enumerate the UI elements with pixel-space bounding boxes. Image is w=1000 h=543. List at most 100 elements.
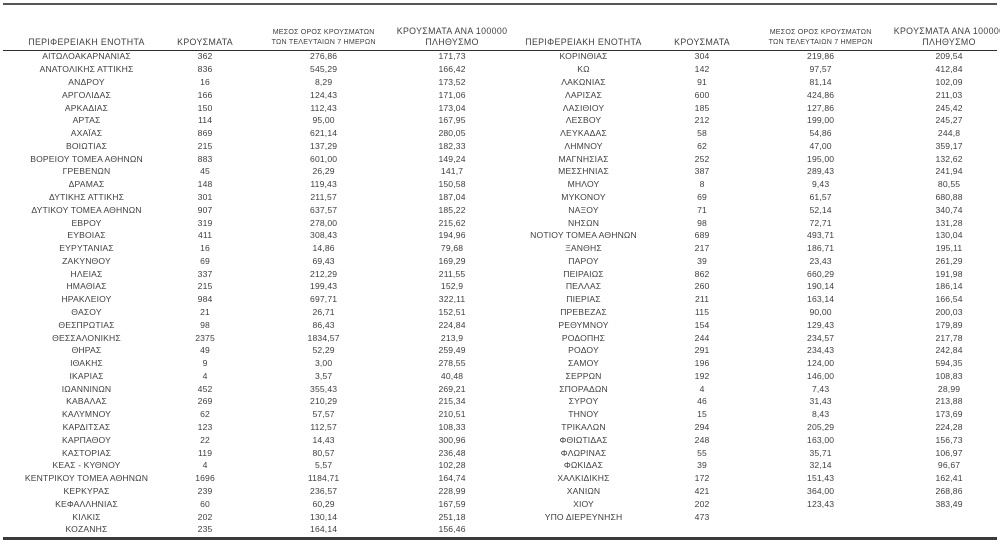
region-cell: ΛΕΥΚΑΔΑΣ [560, 128, 607, 139]
avg7-cell: 164,14 [310, 524, 338, 535]
cases-cell: 98 [200, 319, 210, 330]
cases-cell: 304 [694, 51, 710, 62]
cases-cell: 172 [694, 473, 710, 484]
table-row: ΧΑΝΙΩΝ 421 364,00 268,86 [502, 485, 996, 498]
table-row: ΠΕΛΛΑΣ 260 190,14 186,14 [502, 280, 996, 293]
table-row: ΛΑΚΩΝΙΑΣ 91 81,14 102,09 [502, 76, 996, 89]
per100k-cell: 200,03 [935, 307, 963, 318]
region-cell: ΦΛΩΡΙΝΑΣ [560, 447, 607, 458]
table-row: ΛΕΣΒΟΥ 212 199,00 245,27 [502, 114, 996, 127]
header-cases: ΚΡΟΥΣΜΑΤΑ [665, 0, 739, 50]
avg7-cell: 199,43 [310, 281, 338, 292]
per100k-cell: 236,48 [438, 447, 466, 458]
region-cell: ΚΟΖΑΝΗΣ [65, 524, 108, 535]
avg7-cell: 9,43 [811, 179, 830, 190]
cases-cell: 150 [197, 102, 213, 113]
table-row: ΦΘΙΩΤΙΔΑΣ 248 163,00 156,73 [502, 433, 996, 446]
avg7-cell: 26,71 [312, 307, 335, 318]
table-row: ΣΑΜΟΥ 196 124,00 594,35 [502, 357, 996, 370]
cases-cell: 211 [694, 294, 710, 305]
table-row: ΚΕΦΑΛΛΗΝΙΑΣ 60 60,29 167,59 [5, 497, 499, 510]
region-cell: ΣΕΡΡΩΝ [565, 370, 602, 381]
table-row: ΗΡΑΚΛΕΙΟΥ 984 697,71 322,11 [5, 293, 499, 306]
region-cell: ΝΟΤΙΟΥ ΤΟΜΕΑ ΑΘΗΝΩΝ [530, 230, 637, 241]
per100k-cell: 322,11 [438, 294, 466, 305]
header-region: ΠΕΡΙΦΕΡΕΙΑΚΗ ΕΝΟΤΗΤΑ [502, 0, 665, 50]
region-cell: ΙΩΑΝΝΙΝΩΝ [61, 383, 112, 394]
avg7-cell: 137,29 [310, 140, 338, 151]
cases-cell: 39 [697, 255, 707, 266]
cases-cell: 4 [699, 383, 705, 394]
per100k-cell: 166,54 [935, 294, 963, 305]
cases-cell: 260 [694, 281, 710, 292]
avg7-cell: 601,00 [310, 153, 338, 164]
region-cell: ΚΕΡΚΥΡΑΣ [63, 485, 110, 496]
region-cell: ΠΑΡΟΥ [568, 255, 599, 266]
top-rule [3, 3, 997, 5]
region-cell: ΘΕΣΠΡΩΤΙΑΣ [58, 319, 115, 330]
per100k-cell: 217,78 [935, 332, 963, 343]
avg7-cell: 52,29 [312, 345, 335, 356]
avg7-cell: 32,14 [809, 460, 832, 471]
table-row: ΣΠΟΡΑΔΩΝ 4 7,43 28,99 [502, 382, 996, 395]
table-row: ΠΑΡΟΥ 39 23,43 261,29 [502, 255, 996, 268]
region-cell: ΚΑΛΥΜΝΟΥ [62, 409, 112, 420]
table-row: ΜΗΛΟΥ 8 9,43 80,55 [502, 178, 996, 191]
avg7-cell: 355,43 [310, 383, 338, 394]
per100k-cell: 132,62 [935, 153, 963, 164]
per100k-cell: 278,55 [438, 358, 466, 369]
table-row: ΥΠΟ ΔΙΕΡΕΥΝΗΣΗ 473 [502, 510, 996, 523]
avg7-cell: 8,43 [811, 409, 830, 420]
table-row: ΑΙΤΩΛΟΑΚΑΡΝΑΝΙΑΣ 362 276,86 171,73 [5, 50, 499, 63]
per100k-cell: 102,28 [438, 460, 466, 471]
table-row: ΜΥΚΟΝΟΥ 69 61,57 680,88 [502, 191, 996, 204]
per100k-cell: 79,68 [440, 243, 464, 254]
table-row: ΜΑΓΝΗΣΙΑΣ 252 195,00 132,62 [502, 152, 996, 165]
cases-cell: 196 [694, 358, 710, 369]
region-cell: ΧΙΟΥ [573, 498, 594, 509]
cases-cell: 60 [200, 498, 210, 509]
header-cases-label: ΚΡΟΥΣΜΑΤΑ [674, 36, 730, 47]
per100k-cell: 130,04 [935, 230, 963, 241]
per100k-cell: 224,84 [438, 319, 466, 330]
header-7day-avg-line1: ΜΕΣΟΣ ΟΡΟΣ ΚΡΟΥΣΜΑΤΩΝ [272, 28, 375, 36]
region-cell: ΠΡΕΒΕΖΑΣ [560, 307, 607, 318]
per100k-cell: 680,88 [935, 191, 963, 202]
per100k-cell: 179,89 [935, 319, 963, 330]
avg7-cell: 289,43 [807, 166, 835, 177]
table-right-half: ΠΕΡΙΦΕΡΕΙΑΚΗ ΕΝΟΤΗΤΑ ΚΡΟΥΣΜΑΤΑ ΜΕΣΟΣ ΟΡΟ… [502, 0, 1000, 537]
cases-cell: 984 [197, 294, 213, 305]
per100k-cell: 251,18 [438, 511, 466, 522]
avg7-cell: 621,14 [310, 128, 338, 139]
region-cell: ΤΡΙΚΑΛΩΝ [561, 422, 606, 433]
cases-cell: 907 [197, 204, 213, 215]
table-header-row: ΠΕΡΙΦΕΡΕΙΑΚΗ ΕΝΟΤΗΤΑ ΚΡΟΥΣΜΑΤΑ ΜΕΣΟΣ ΟΡΟ… [5, 0, 507, 50]
table-row: ΙΚΑΡΙΑΣ 4 3,57 40,48 [5, 370, 499, 383]
header-7day-avg: ΜΕΣΟΣ ΟΡΟΣ ΚΡΟΥΣΜΑΤΩΝ ΤΩΝ ΤΕΛΕΥΤΑΙΩΝ 7 Η… [242, 0, 405, 50]
cases-cell: 119 [197, 447, 213, 458]
avg7-cell: 80,57 [312, 447, 335, 458]
avg7-cell: 95,00 [312, 115, 335, 126]
region-cell: ΑΡΤΑΣ [72, 115, 101, 126]
avg7-cell: 124,43 [310, 89, 338, 100]
cases-cell: 362 [197, 51, 213, 62]
per100k-cell: 80,55 [937, 179, 961, 190]
cases-cell: 244 [694, 332, 710, 343]
table-row: ΑΝΔΡΟΥ 16 8,29 173,52 [5, 76, 499, 89]
avg7-cell: 129,43 [807, 319, 835, 330]
avg7-cell: 276,86 [310, 51, 338, 62]
avg7-cell: 90,00 [809, 307, 832, 318]
cases-cell: 4 [202, 370, 208, 381]
table-row: ΝΑΞΟΥ 71 52,14 340,74 [502, 203, 996, 216]
cases-cell: 387 [694, 166, 710, 177]
table-row: ΚΑΛΥΜΝΟΥ 62 57,57 210,51 [5, 408, 499, 421]
avg7-cell: 278,00 [310, 217, 338, 228]
per100k-cell: 173,04 [438, 102, 466, 113]
table-row: ΑΧΑΪΑΣ 869 621,14 280,05 [5, 127, 499, 140]
table-row: ΤΡΙΚΑΛΩΝ 294 205,29 224,28 [502, 421, 996, 434]
cases-cell: 212 [694, 115, 710, 126]
table-row: ΒΟΙΩΤΙΑΣ 215 137,29 182,33 [5, 139, 499, 152]
table-row: ΠΕΙΡΑΙΩΣ 862 660,29 191,98 [502, 267, 996, 280]
table-row: ΣΕΡΡΩΝ 192 146,00 108,83 [502, 370, 996, 383]
avg7-cell: 211,57 [310, 191, 337, 202]
